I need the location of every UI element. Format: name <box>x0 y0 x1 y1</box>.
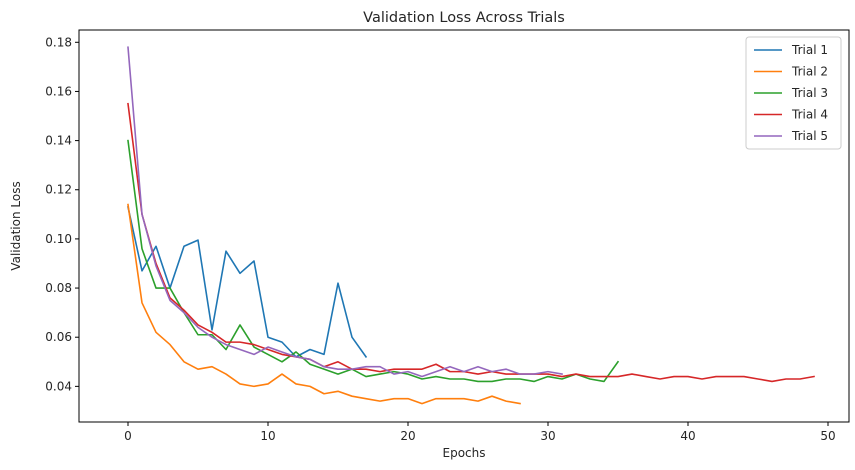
series-line-trial-5 <box>127 46 563 378</box>
plot-frame <box>78 29 850 423</box>
x-tick-label: 20 <box>400 429 415 443</box>
series-line-trial-4 <box>127 102 815 383</box>
y-tick-label: 0.06 <box>45 330 72 344</box>
legend-label: Trial 4 <box>791 108 828 122</box>
x-tick-label: 30 <box>540 429 555 443</box>
plot-area: 0 10 20 30 40 50 0.04 0.06 0.08 0.10 0.12 0.14 0.16… <box>45 29 850 443</box>
legend-frame <box>745 36 842 150</box>
legend-label: Trial 5 <box>791 129 828 143</box>
y-tick-label: 0.04 <box>45 379 72 393</box>
legend-label: Trial 2 <box>791 65 828 79</box>
x-axis-label: Epochs <box>443 446 486 460</box>
legend-label: Trial 1 <box>791 43 828 57</box>
y-tick-label: 0.18 <box>45 35 72 49</box>
chart-title: Validation Loss Across Trials <box>363 10 565 26</box>
y-tick-label: 0.08 <box>45 281 72 295</box>
y-tick-label: 0.14 <box>45 134 72 148</box>
x-tick-label: 10 <box>260 429 275 443</box>
legend: Trial 1 Trial 2 Trial 3 Trial 4 Trial 5 <box>745 36 842 150</box>
series-line-trial-1 <box>127 205 368 358</box>
x-tick-label: 40 <box>680 429 695 443</box>
series-layer <box>127 46 815 405</box>
y-axis-label: Validation Loss <box>9 181 23 270</box>
y-tick-label: 0.10 <box>45 232 72 246</box>
legend-entries: Trial 1 Trial 2 Trial 3 Trial 4 Trial 5 <box>754 43 828 143</box>
y-tick-label: 0.16 <box>45 84 72 98</box>
x-tick-label: 0 <box>124 429 132 443</box>
y-axis-ticks: 0.04 0.06 0.08 0.10 0.12 0.14 0.16 0.18 <box>45 35 79 393</box>
series-line-trial-2 <box>127 203 521 405</box>
legend-label: Trial 3 <box>791 86 828 100</box>
x-tick-label: 50 <box>820 429 835 443</box>
x-axis-ticks: 0 10 20 30 40 50 <box>124 422 836 443</box>
y-tick-label: 0.12 <box>45 183 72 197</box>
